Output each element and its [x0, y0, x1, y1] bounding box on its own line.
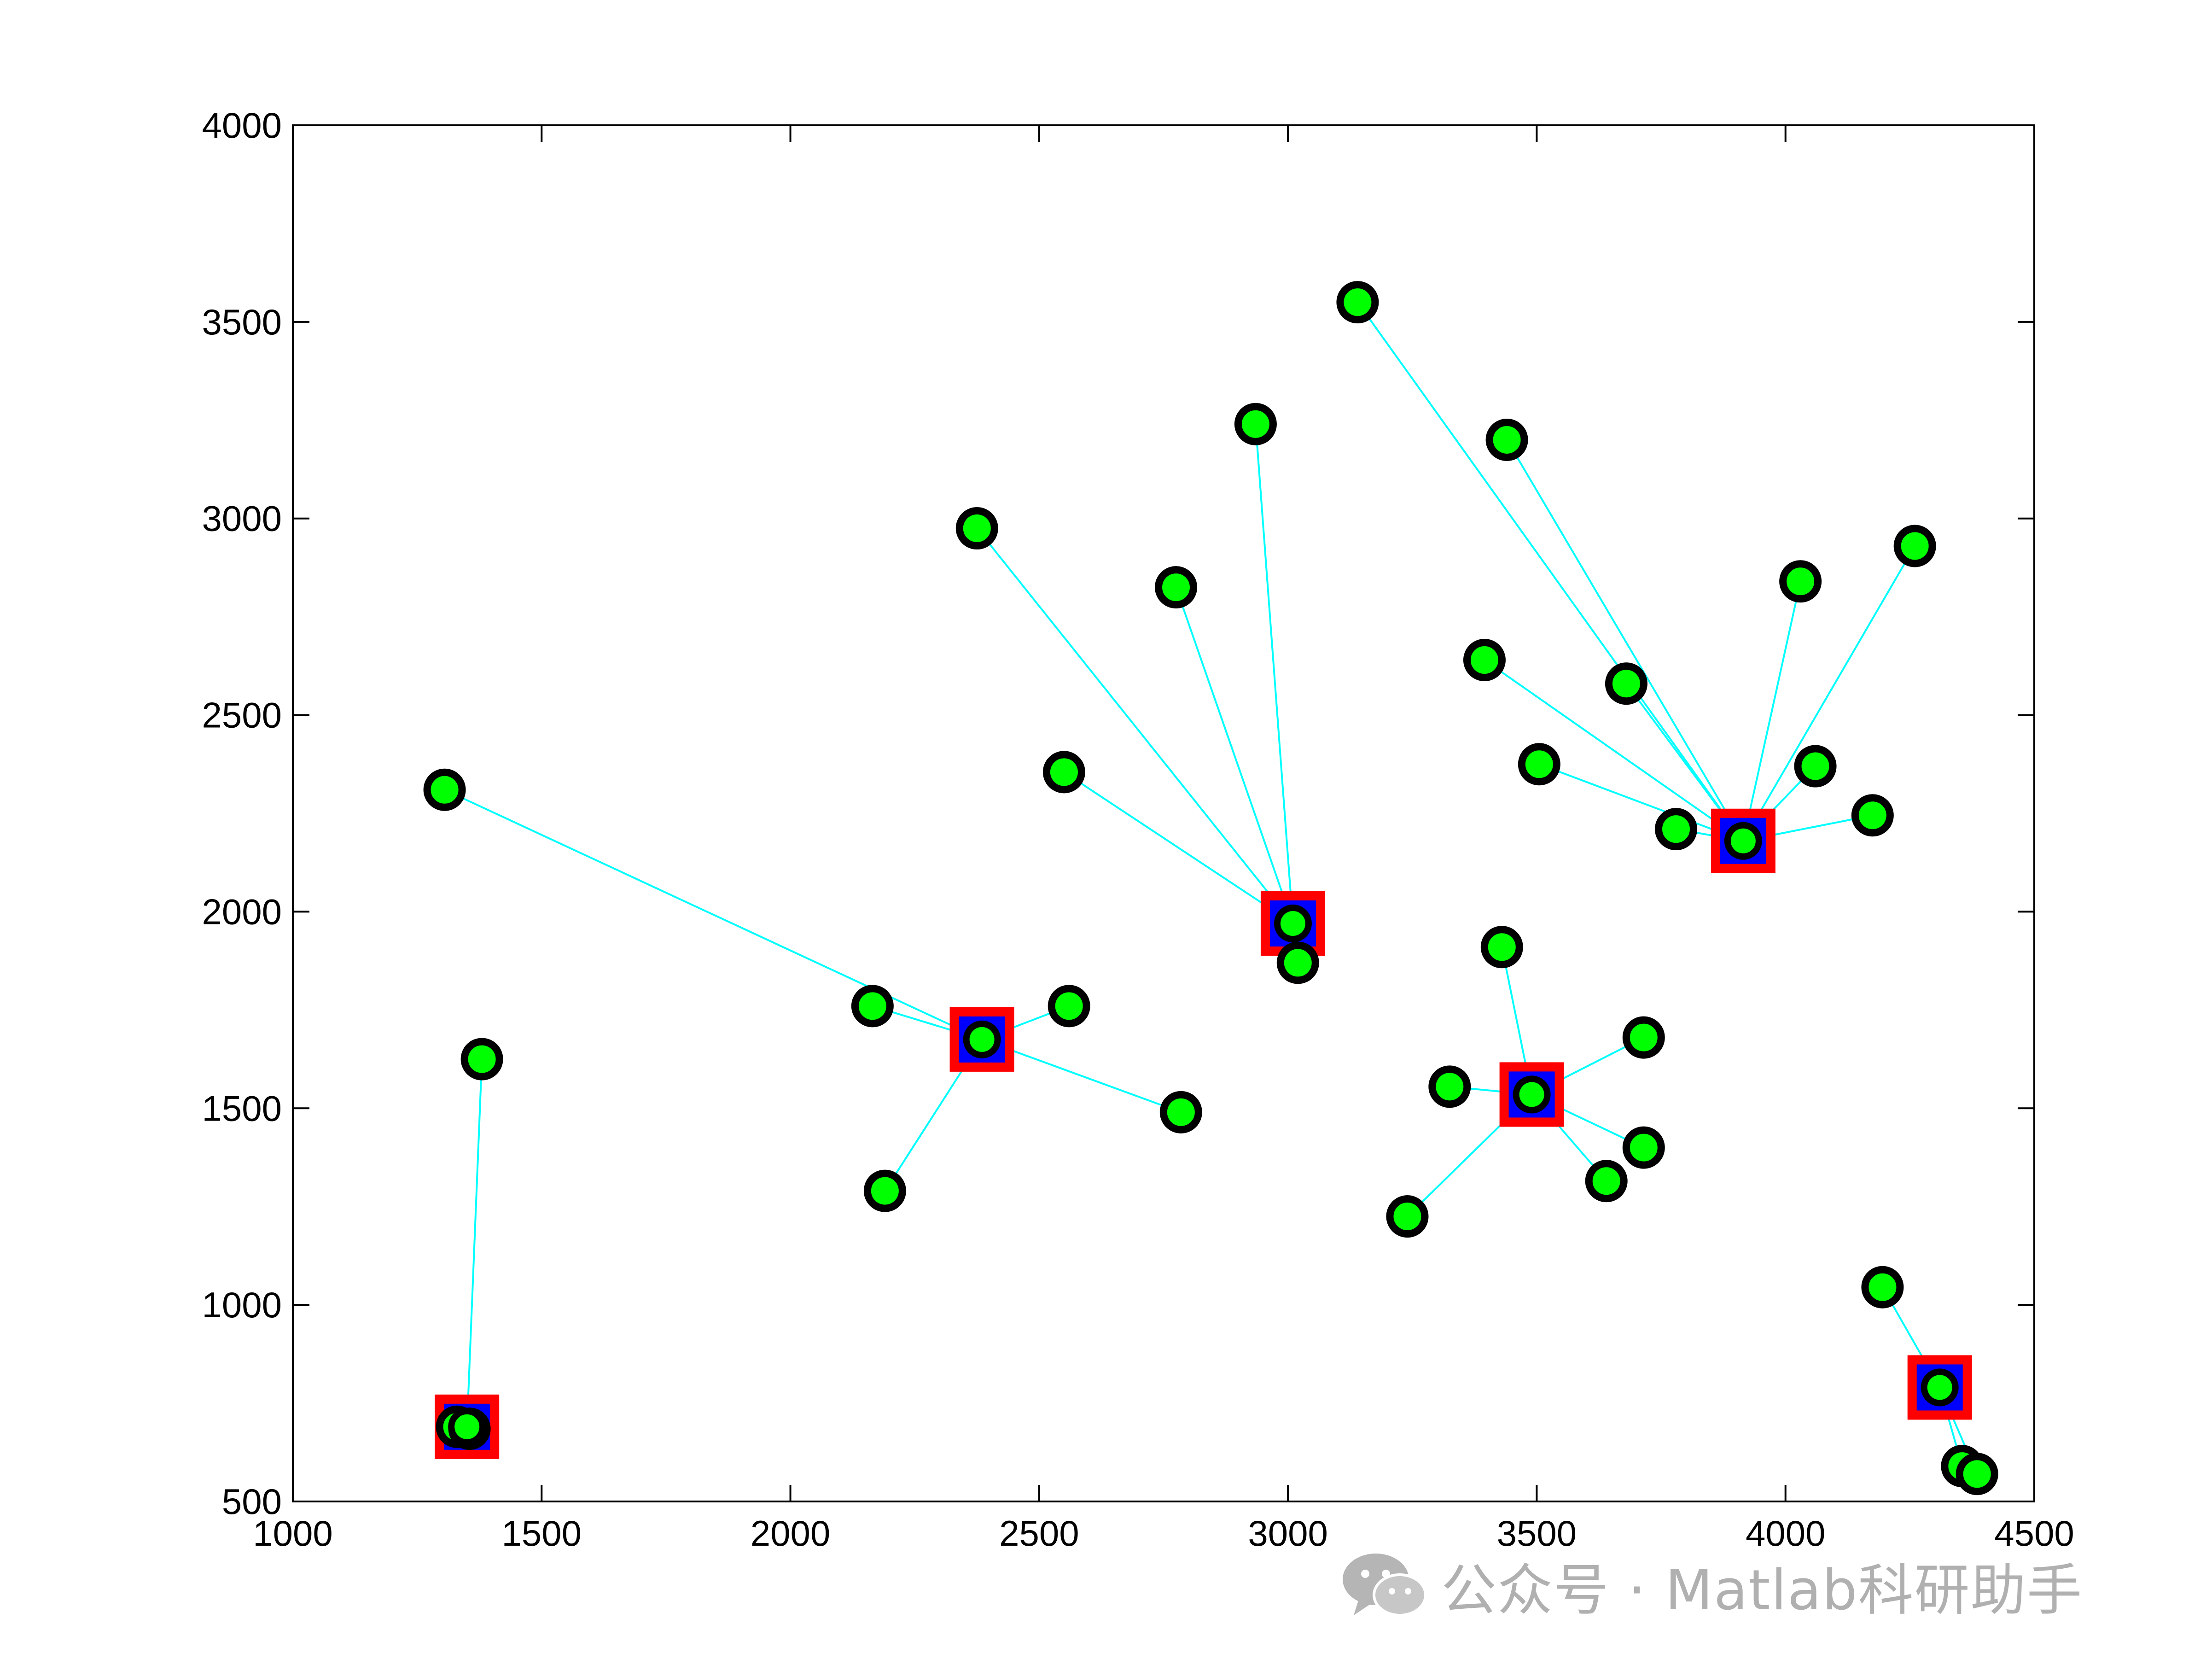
y-tick-label: 2000 [202, 891, 282, 932]
watermark: 公众号 · Matlab科研助手 [1340, 1548, 2083, 1623]
data-point [1480, 926, 1523, 969]
center-point [1724, 822, 1762, 860]
cluster-link [1742, 545, 1916, 841]
axis-tick-labels: 1000 1500 2000 2500 3000 3500 4000 450050010001… [202, 105, 2074, 1554]
data-point [1585, 1160, 1628, 1203]
y-tick-label: 3000 [202, 498, 282, 539]
data-point [1428, 1065, 1471, 1108]
wechat-icon [1343, 1554, 1427, 1617]
data-point [1485, 418, 1528, 461]
data-point [1956, 1453, 1998, 1495]
data-point [1159, 1091, 1202, 1133]
cluster-link [1742, 581, 1802, 841]
cluster-link [1356, 302, 1744, 841]
x-tick-label: 3500 [1497, 1513, 1577, 1554]
cluster-link [1484, 659, 1744, 842]
center-point [963, 1020, 1001, 1058]
y-tick-label: 1500 [202, 1088, 282, 1128]
x-tick-label: 2000 [751, 1513, 831, 1554]
x-tick-label: 4000 [1746, 1513, 1826, 1554]
axis-ticks [292, 124, 2035, 1502]
x-tick-label: 3000 [1248, 1513, 1328, 1554]
data-point [1779, 560, 1822, 603]
data-point [1155, 566, 1198, 609]
center-dots [448, 822, 1959, 1446]
watermark-text: 公众号 · Matlab科研助手 [1441, 1559, 2083, 1623]
x-tick-label: 1000 [253, 1513, 333, 1554]
cluster-link [1539, 763, 1744, 842]
cluster-link [1063, 771, 1294, 924]
data-point [460, 1038, 503, 1081]
cluster-link [466, 1059, 483, 1427]
data-point [851, 985, 894, 1028]
plot-area: 1000 1500 2000 2500 3000 3500 4000 450050010001… [202, 105, 2074, 1554]
data-point [863, 1169, 906, 1212]
y-tick-label: 500 [222, 1481, 282, 1522]
center-point [1513, 1075, 1551, 1114]
data-point [1605, 662, 1647, 705]
center-point [1921, 1368, 1959, 1407]
data-point [1893, 525, 1936, 567]
y-tick-label: 4000 [202, 105, 282, 146]
cluster-link [1506, 439, 1744, 841]
cluster-link [981, 1039, 1182, 1113]
cluster-link [1254, 424, 1294, 924]
y-tick-label: 1000 [202, 1285, 282, 1325]
cluster-link [1175, 587, 1294, 924]
data-point [1234, 403, 1277, 445]
data-point [1622, 1126, 1665, 1169]
y-tick-label: 2500 [202, 695, 282, 736]
data-point [1861, 1266, 1904, 1309]
x-tick-label: 2500 [999, 1513, 1079, 1554]
y-tick-label: 3500 [202, 302, 282, 342]
x-tick-label: 4500 [1994, 1513, 2074, 1554]
data-point [1386, 1195, 1429, 1238]
x-tick-label: 1500 [502, 1513, 582, 1554]
data-point [1048, 985, 1090, 1028]
data-point [1851, 794, 1894, 837]
center-point [448, 1408, 486, 1446]
data-point [1622, 1016, 1665, 1059]
data-point [1654, 808, 1697, 851]
data-point [1276, 941, 1319, 984]
cluster-link [976, 527, 1294, 924]
data-point [1463, 639, 1506, 682]
data-point [1518, 743, 1560, 786]
data-point [423, 768, 466, 811]
data-point [1794, 745, 1837, 788]
cluster-link [444, 789, 983, 1040]
data-point [1336, 281, 1379, 324]
center-point [1274, 905, 1312, 943]
data-point [955, 507, 998, 550]
data-point [1042, 751, 1085, 794]
